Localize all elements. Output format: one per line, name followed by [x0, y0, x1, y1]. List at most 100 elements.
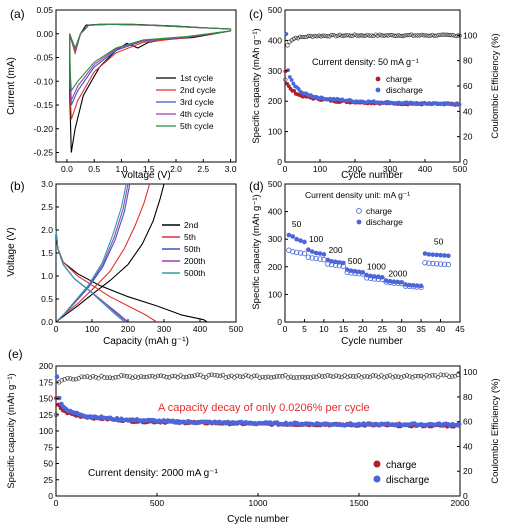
discharge-point — [395, 279, 401, 285]
discharge-point — [284, 32, 289, 36]
discharge-point — [309, 249, 315, 254]
discharge-point — [446, 253, 451, 259]
discharge-point — [296, 87, 301, 91]
ce-point — [360, 33, 366, 38]
y2-tick-label: 0 — [463, 491, 468, 501]
ce-point — [310, 34, 315, 39]
panel-d-marks — [286, 232, 452, 290]
ce-point — [314, 374, 319, 380]
ce-point — [328, 373, 333, 379]
y-tick-label: -0.20 — [34, 124, 54, 134]
y-tick-label: 0 — [277, 317, 282, 327]
ce-point — [289, 38, 294, 43]
ce-point — [411, 33, 416, 38]
legend-label: charge — [386, 74, 412, 84]
ce-point — [417, 33, 422, 38]
panel-a-xlabel: Voltage (V) — [121, 170, 170, 181]
ce-point — [85, 374, 90, 379]
x-tick-label: 400 — [418, 164, 432, 174]
ce-point — [287, 39, 292, 44]
discharge-point — [430, 252, 436, 257]
ce-point — [317, 373, 322, 378]
panel-e-legend: charge discharge — [373, 460, 430, 486]
ce-point — [393, 374, 398, 379]
ce-point — [435, 374, 441, 380]
x-tick-label: 35 — [416, 324, 426, 334]
ce-point — [367, 33, 372, 38]
x-tick-label: 200 — [121, 324, 135, 334]
discharge-point — [456, 421, 462, 427]
y-tick-label: 1.0 — [41, 271, 53, 281]
ce-point — [392, 33, 397, 38]
ce-point — [246, 373, 251, 379]
ce-point — [300, 34, 305, 40]
ce-point — [251, 373, 257, 379]
ce-point — [158, 373, 164, 378]
ce-point — [293, 35, 298, 40]
x-tick-label: 3.0 — [225, 164, 237, 174]
ce-point — [234, 373, 240, 379]
ce-point — [329, 32, 334, 38]
charge-point — [293, 249, 300, 256]
ce-point — [398, 33, 403, 39]
panel-d: 0 5 10 15 20 25 30 35 40 45 0 100 200 300 400 500 (d) C… — [249, 179, 465, 347]
ce-point — [348, 373, 353, 379]
discharge-point — [438, 252, 443, 258]
ce-point — [319, 374, 325, 379]
x-tick-label: 1.0 — [116, 164, 128, 174]
discharge-point — [317, 251, 323, 256]
legend-label: 5th — [184, 232, 196, 242]
x-tick-label: 500 — [229, 324, 243, 334]
y-tick-label: 400 — [268, 35, 282, 45]
ce-point — [316, 33, 322, 38]
x-tick-label: 1.5 — [143, 164, 155, 174]
ce-point — [186, 374, 192, 379]
ce-point — [375, 33, 380, 38]
ce-point — [201, 374, 206, 380]
ce-point — [358, 33, 364, 38]
ce-point — [333, 373, 339, 378]
ce-point — [297, 34, 303, 39]
panel-e-marks — [54, 372, 462, 429]
panel-e-ylabel: Specific capacity (mAh g⁻¹) — [6, 373, 17, 488]
y-tick-label: 125 — [39, 410, 53, 420]
ce-point — [373, 32, 378, 37]
y-tick-label: 0 — [277, 157, 282, 167]
ce-point — [336, 374, 342, 379]
panel-c-annotation: Current density: 50 mA g⁻¹ — [312, 57, 419, 67]
cv-curve-5th-cycle — [69, 23, 232, 93]
ce-point — [263, 375, 268, 380]
discharge-point — [54, 374, 60, 380]
charge-point — [426, 260, 432, 266]
ce-point — [305, 374, 311, 380]
legend-label: discharge — [386, 475, 430, 486]
legend-label: discharge — [386, 85, 423, 95]
panel-e: 0 500 1000 1500 2000025507510012515017520002… — [6, 347, 501, 525]
ce-point — [346, 33, 351, 38]
x-tick-label: 20 — [358, 324, 368, 334]
ce-point — [370, 373, 376, 378]
panel-b-label: (b) — [10, 179, 25, 193]
y2-tick-label: 20 — [463, 466, 473, 476]
ce-point — [404, 373, 410, 378]
discharge-point — [457, 102, 462, 107]
y-tick-label: -0.10 — [34, 76, 54, 86]
ce-point — [308, 375, 313, 380]
discharge-point — [360, 270, 366, 275]
ce-point — [413, 33, 418, 38]
y2-tick-label: 20 — [463, 132, 473, 142]
y-tick-label: 100 — [39, 426, 53, 436]
discharge-point — [56, 395, 62, 401]
legend-label: 5th cycle — [180, 121, 214, 131]
y-tick-label: 200 — [39, 361, 53, 371]
ce-point — [377, 32, 382, 37]
ce-point — [314, 34, 319, 39]
ce-point — [318, 34, 324, 39]
ce-point — [306, 33, 311, 39]
x-tick-label: 25 — [377, 324, 387, 334]
ce-point — [353, 374, 359, 379]
ce-point — [447, 374, 452, 379]
ce-point — [237, 374, 243, 379]
ce-point — [291, 36, 296, 42]
